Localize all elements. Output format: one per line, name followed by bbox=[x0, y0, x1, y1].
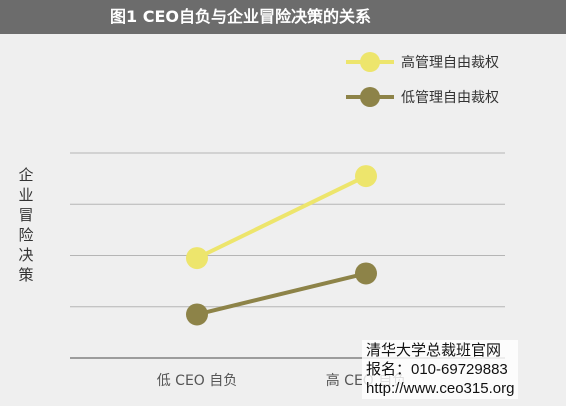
y-axis-label-char: 策 bbox=[18, 266, 34, 284]
data-point bbox=[186, 303, 208, 326]
data-point bbox=[186, 247, 208, 270]
y-axis-label-char: 业 bbox=[18, 186, 34, 204]
series-line bbox=[195, 174, 368, 261]
legend-label: 低管理自由裁权 bbox=[401, 90, 499, 106]
watermark: 清华大学总裁班官网 报名：010-69729883 http://www.ceo… bbox=[362, 340, 519, 399]
y-axis-label: 企业冒险决策 bbox=[16, 165, 36, 285]
watermark-line-3: http://www.ceo315.org bbox=[366, 380, 515, 397]
series-group bbox=[186, 165, 377, 326]
legend-swatch-marker bbox=[360, 52, 380, 72]
data-point bbox=[355, 262, 377, 285]
y-axis-label-char: 决 bbox=[18, 246, 34, 264]
watermark-line-1: 清华大学总裁班官网 bbox=[366, 342, 502, 359]
chart-title: 图1 CEO自负与企业冒险决策的关系 bbox=[0, 0, 566, 34]
legend-swatch-marker bbox=[360, 87, 380, 107]
y-axis-label-char: 险 bbox=[18, 226, 34, 244]
grid-lines bbox=[70, 152, 505, 308]
legend-label: 高管理自由裁权 bbox=[401, 54, 499, 71]
y-axis-label-char: 企 bbox=[18, 166, 34, 184]
watermark-line-2: 报名：010-69729883 bbox=[366, 361, 508, 378]
y-axis-label-char: 冒 bbox=[18, 206, 34, 224]
series-line bbox=[195, 271, 368, 317]
x-tick-label: 低 CEO 自负 bbox=[157, 373, 238, 389]
data-point bbox=[355, 165, 377, 188]
